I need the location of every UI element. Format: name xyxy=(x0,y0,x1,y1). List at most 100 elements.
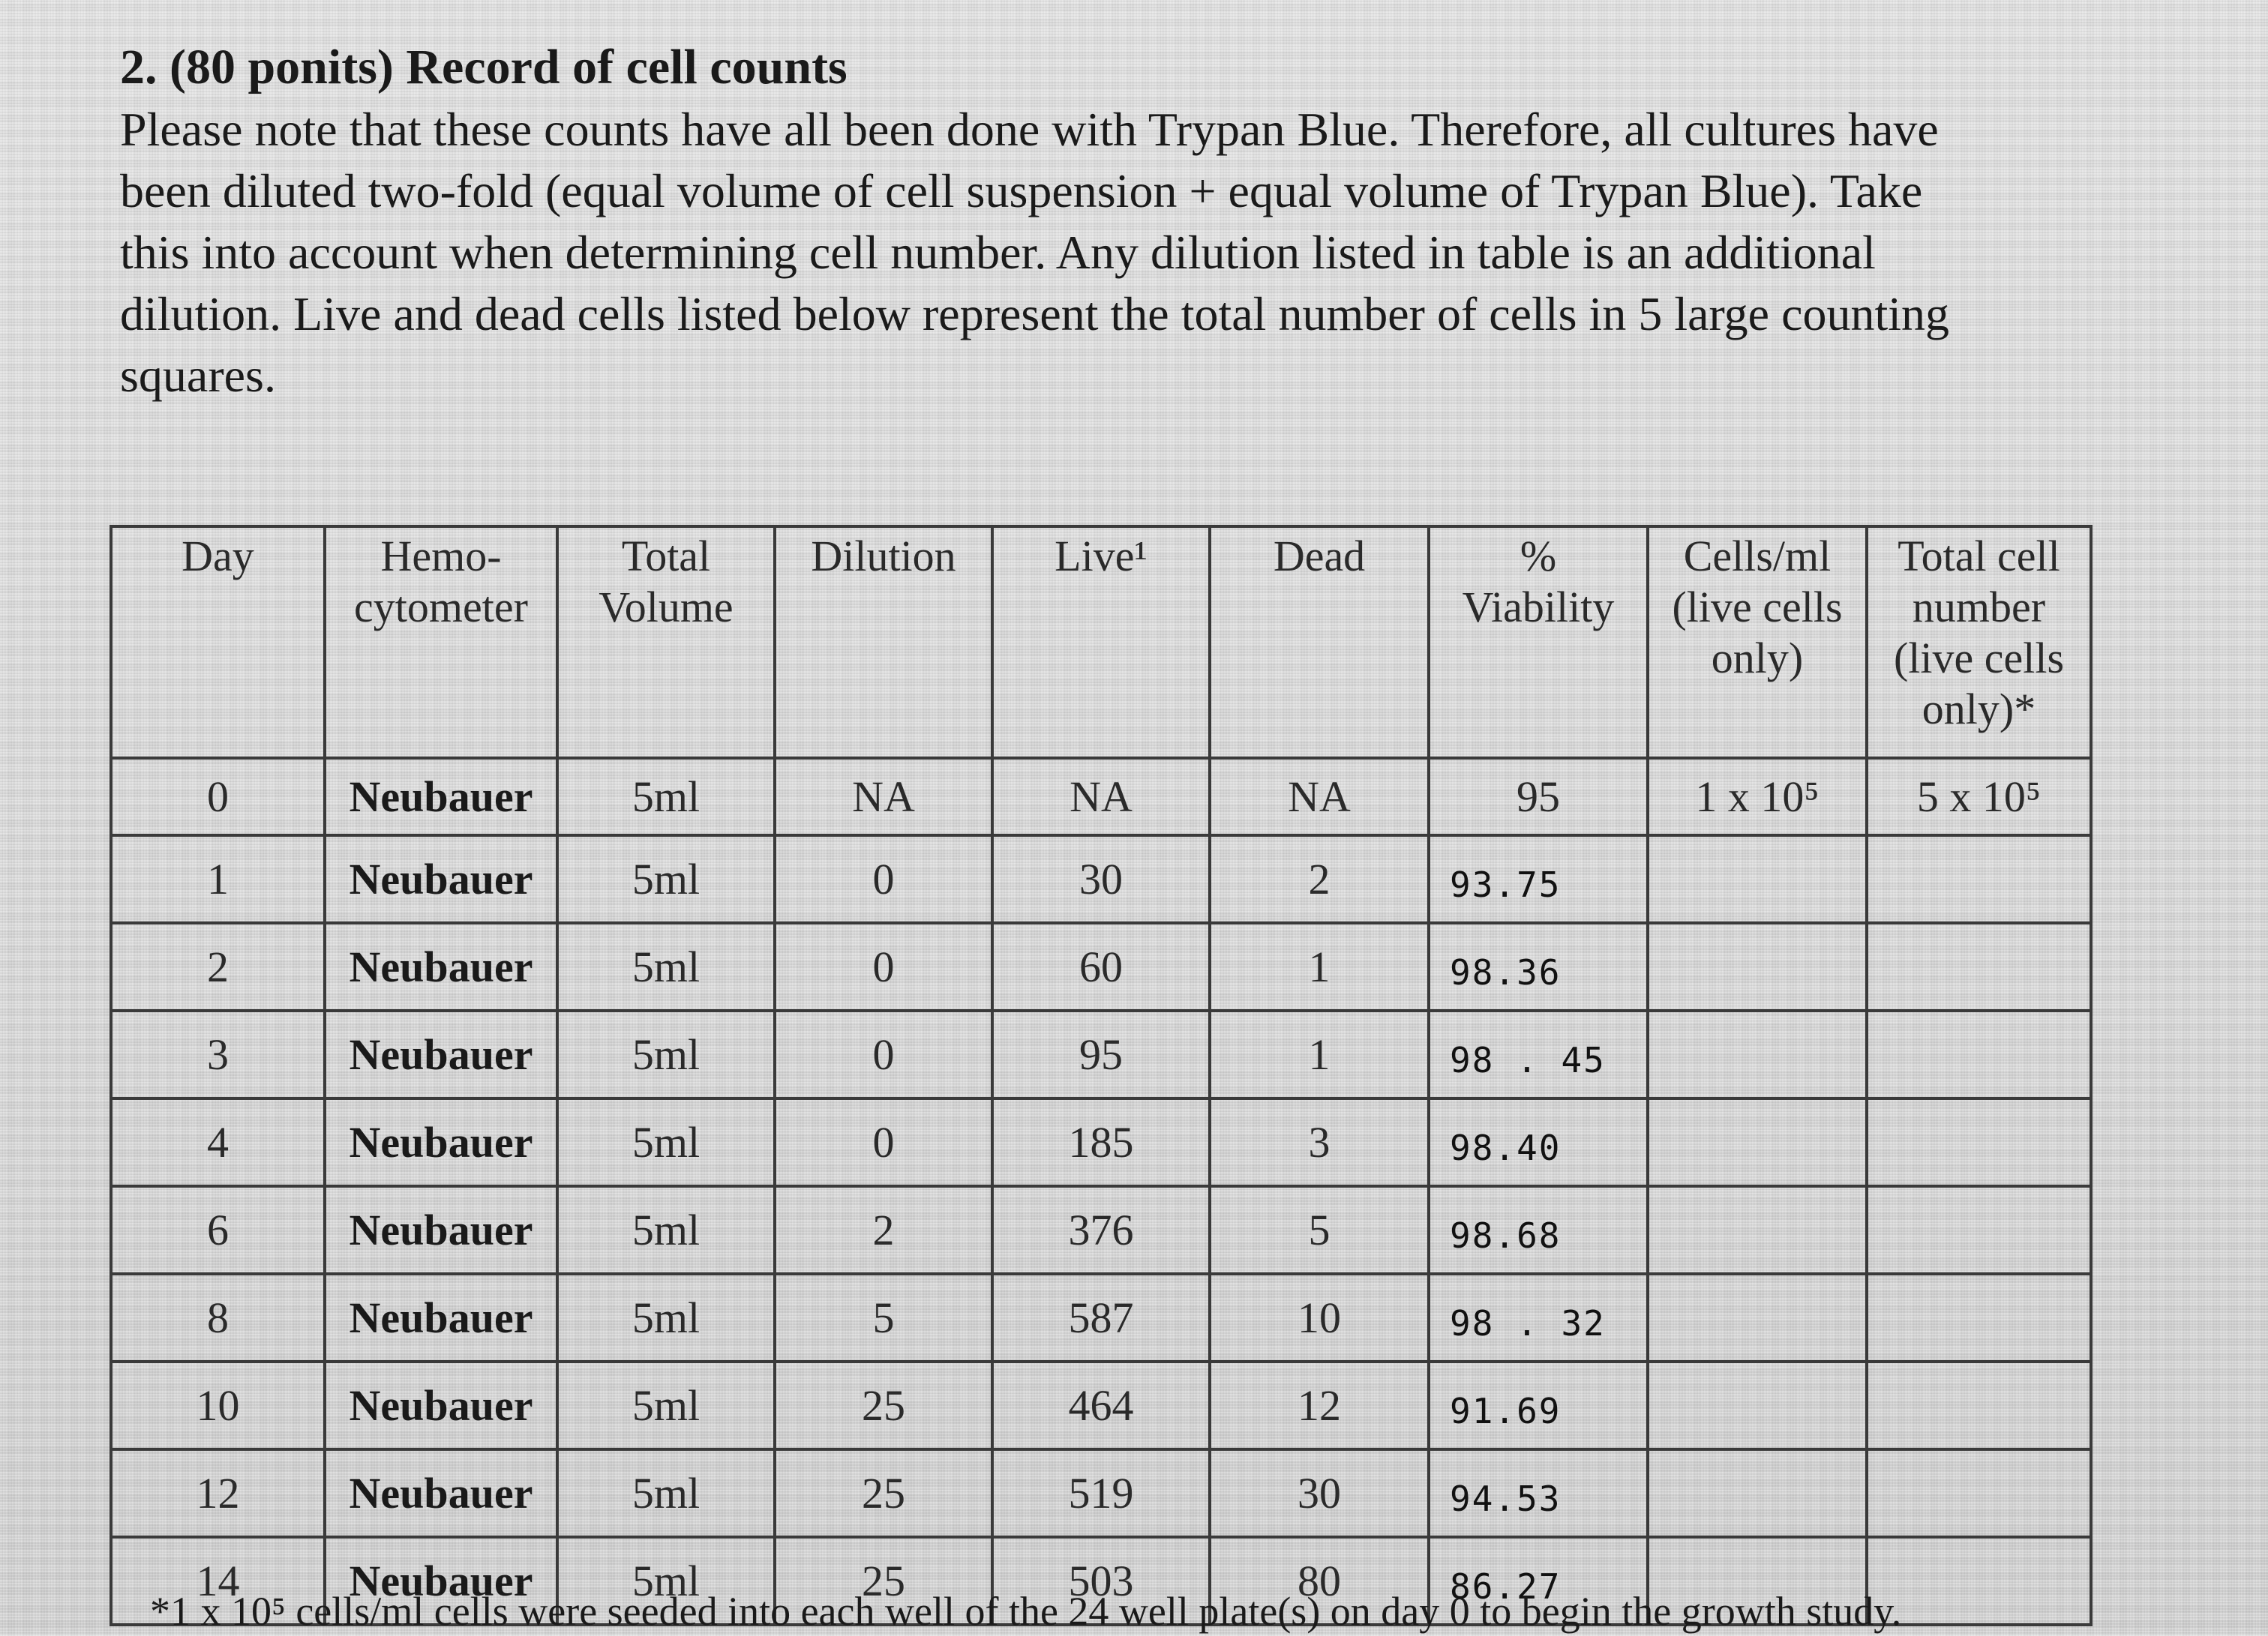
total-cell-number-cell: 5 x 10⁵ xyxy=(1865,757,2092,837)
header-line: only)* xyxy=(1922,685,2036,733)
day-cell: 4 xyxy=(110,1097,326,1188)
day-cell: 14 xyxy=(110,1536,326,1626)
question-title: 2. (80 ponits) Record of cell counts xyxy=(120,40,848,94)
live-cell: 30 xyxy=(991,834,1211,924)
viability-cell: 86.27 xyxy=(1427,1536,1649,1626)
table-row: 10 Neubauer 5ml 25 464 12 91.69 xyxy=(110,1360,2092,1451)
dilution-cell: 5 xyxy=(773,1272,994,1363)
total-volume-cell: 5ml xyxy=(556,1009,776,1100)
header-line: (live cells xyxy=(1893,634,2065,682)
dilution-cell: 2 xyxy=(773,1185,994,1275)
cells-per-ml-cell xyxy=(1646,1009,1868,1100)
dead-cell: 1 xyxy=(1208,921,1430,1012)
table-row: 3 Neubauer 5ml 0 95 1 98 . 45 xyxy=(110,1009,2092,1100)
question-block: 2. (80 ponits) Record of cell counts Ple… xyxy=(120,36,2160,406)
viability-cell: 98.40 xyxy=(1427,1097,1649,1188)
hemocytometer-cell: Neubauer xyxy=(323,1009,559,1100)
viability-cell: 93.75 xyxy=(1427,834,1649,924)
live-cell: 185 xyxy=(991,1097,1211,1188)
total-volume-cell: 5ml xyxy=(556,1272,776,1363)
total-cell-number-cell xyxy=(1865,1185,2092,1275)
header-line: Volume xyxy=(598,583,734,631)
hemocytometer-cell: Neubauer xyxy=(323,834,559,924)
hemocytometer-cell: Neubauer xyxy=(323,1185,559,1275)
day-cell: 6 xyxy=(110,1185,326,1275)
table-row: 0 Neubauer 5ml NA NA NA 95 1 x 10⁵ 5 x 10⁵ xyxy=(110,757,2092,837)
dead-cell: 2 xyxy=(1208,834,1430,924)
live-cell: 376 xyxy=(991,1185,1211,1275)
viability-cell: 98.36 xyxy=(1427,921,1649,1012)
cells-per-ml-cell xyxy=(1646,834,1868,924)
live-cell: 519 xyxy=(991,1448,1211,1539)
header-dilution: Dilution xyxy=(773,525,994,760)
hemocytometer-cell: Neubauer xyxy=(323,1536,559,1626)
hemocytometer-cell: Neubauer xyxy=(323,1272,559,1363)
hemocytometer-cell: Neubauer xyxy=(323,1448,559,1539)
header-line: Total cell xyxy=(1898,532,2060,580)
header-total-volume: Total Volume xyxy=(556,525,776,760)
table-row: 8 Neubauer 5ml 5 587 10 98 . 32 xyxy=(110,1272,2092,1363)
viability-cell: 98 . 32 xyxy=(1427,1272,1649,1363)
cells-per-ml-cell xyxy=(1646,1097,1868,1188)
table-row: 1 Neubauer 5ml 0 30 2 93.75 xyxy=(110,834,2092,924)
total-cell-number-cell xyxy=(1865,1536,2092,1626)
live-cell: 95 xyxy=(991,1009,1211,1100)
total-cell-number-cell xyxy=(1865,1009,2092,1100)
viability-cell: 91.69 xyxy=(1427,1360,1649,1451)
header-line: number xyxy=(1912,583,2046,631)
viability-cell: 94.53 xyxy=(1427,1448,1649,1539)
dead-cell: 1 xyxy=(1208,1009,1430,1100)
dead-cell: 10 xyxy=(1208,1272,1430,1363)
day-cell: 0 xyxy=(110,757,326,837)
live-cell: 60 xyxy=(991,921,1211,1012)
cells-per-ml-cell xyxy=(1646,1185,1868,1275)
day-cell: 2 xyxy=(110,921,326,1012)
day-cell: 1 xyxy=(110,834,326,924)
header-hemocytometer: Hemo-cytometer xyxy=(323,525,559,760)
viability-cell: 98.68 xyxy=(1427,1185,1649,1275)
header-row: Day Hemo-cytometer Total Volume Dilution Live… xyxy=(110,525,2092,760)
dilution-cell: 0 xyxy=(773,1009,994,1100)
total-volume-cell: 5ml xyxy=(556,1536,776,1626)
total-volume-cell: 5ml xyxy=(556,1360,776,1451)
viability-cell: 95 xyxy=(1427,757,1649,837)
header-line: cytometer xyxy=(354,583,528,631)
dead-cell: 5 xyxy=(1208,1185,1430,1275)
cells-per-ml-cell xyxy=(1646,921,1868,1012)
total-volume-cell: 5ml xyxy=(556,1097,776,1188)
dead-cell: 30 xyxy=(1208,1448,1430,1539)
header-line: Dilution xyxy=(811,532,956,580)
instruction-line: this into account when determining cell … xyxy=(120,226,1876,279)
dead-cell: 80 xyxy=(1208,1536,1430,1626)
table-row: 14 Neubauer 5ml 25 503 80 86.27 xyxy=(110,1536,2092,1626)
day-cell: 12 xyxy=(110,1448,326,1539)
hemocytometer-cell: Neubauer xyxy=(323,1097,559,1188)
cell-count-table: Day Hemo-cytometer Total Volume Dilution Live… xyxy=(110,525,2092,1626)
instruction-line: Please note that these counts have all b… xyxy=(120,103,1939,156)
header-line: Total xyxy=(621,532,711,580)
instruction-line: squares. xyxy=(120,349,276,402)
dead-cell: 3 xyxy=(1208,1097,1430,1188)
dilution-cell: 0 xyxy=(773,1097,994,1188)
header-line: Hemo- xyxy=(380,532,502,580)
dead-cell: 12 xyxy=(1208,1360,1430,1451)
total-cell-number-cell xyxy=(1865,834,2092,924)
header-line: Dead xyxy=(1273,532,1366,580)
dilution-cell: 25 xyxy=(773,1536,994,1626)
total-cell-number-cell xyxy=(1865,921,2092,1012)
hemocytometer-cell: Neubauer xyxy=(323,757,559,837)
day-cell: 8 xyxy=(110,1272,326,1363)
hemocytometer-cell: Neubauer xyxy=(323,921,559,1012)
dilution-cell: NA xyxy=(773,757,994,837)
table-row: 2 Neubauer 5ml 0 60 1 98.36 xyxy=(110,921,2092,1012)
header-line: only) xyxy=(1711,634,1804,682)
day-cell: 3 xyxy=(110,1009,326,1100)
dilution-cell: 0 xyxy=(773,834,994,924)
total-cell-number-cell xyxy=(1865,1272,2092,1363)
live-cell: NA xyxy=(991,757,1211,837)
live-cell: 503 xyxy=(991,1536,1211,1626)
cells-per-ml-cell xyxy=(1646,1536,1868,1626)
dilution-cell: 25 xyxy=(773,1360,994,1451)
total-volume-cell: 5ml xyxy=(556,1448,776,1539)
cells-per-ml-cell: 1 x 10⁵ xyxy=(1646,757,1868,837)
